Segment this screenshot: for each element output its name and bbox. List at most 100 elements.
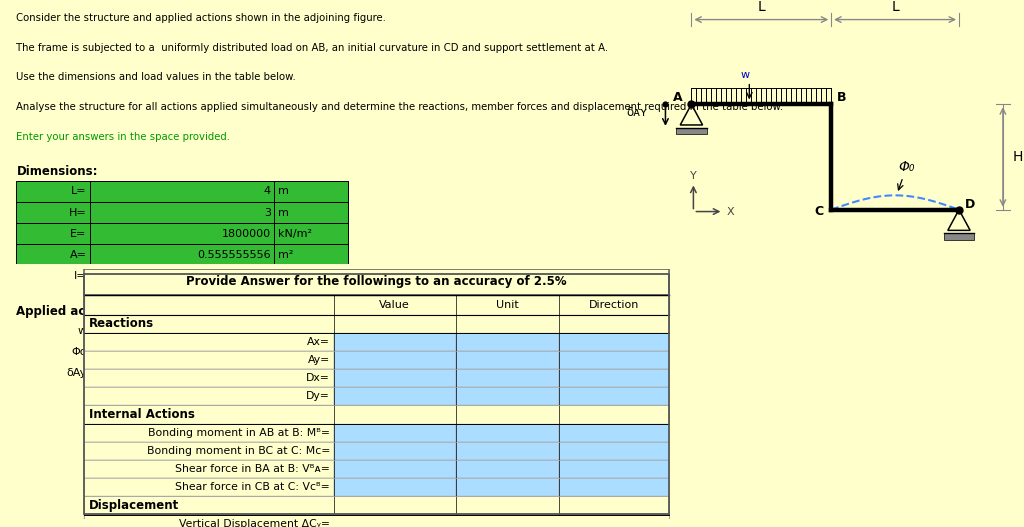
Text: Use the dimensions and load values in the table below.: Use the dimensions and load values in th…	[16, 72, 296, 82]
FancyBboxPatch shape	[334, 334, 456, 352]
Text: 1800000: 1800000	[221, 229, 270, 239]
Text: Value: Value	[379, 300, 410, 310]
Text: D: D	[965, 198, 975, 211]
Text: Shear force in BA at B: Vᴮᴀ=: Shear force in BA at B: Vᴮᴀ=	[161, 464, 330, 474]
Text: 4: 4	[263, 187, 270, 197]
FancyBboxPatch shape	[16, 363, 348, 384]
FancyBboxPatch shape	[84, 369, 334, 387]
FancyBboxPatch shape	[84, 352, 334, 369]
FancyBboxPatch shape	[84, 424, 334, 442]
FancyBboxPatch shape	[84, 315, 669, 334]
FancyBboxPatch shape	[334, 387, 456, 405]
Text: B: B	[838, 91, 847, 104]
Text: The frame is subjected to a  uniformly distributed load on AB, an initial curvat: The frame is subjected to a uniformly di…	[16, 43, 608, 53]
FancyBboxPatch shape	[559, 460, 669, 479]
Text: A=: A=	[70, 250, 86, 260]
FancyBboxPatch shape	[84, 334, 334, 352]
Text: 0.555555556: 0.555555556	[198, 250, 270, 260]
FancyBboxPatch shape	[16, 202, 348, 223]
FancyBboxPatch shape	[84, 460, 334, 479]
Text: Shear force in CB at C: Vᴄᴮ=: Shear force in CB at C: Vᴄᴮ=	[161, 482, 330, 492]
Text: 0.111111111: 0.111111111	[198, 271, 270, 281]
FancyBboxPatch shape	[84, 405, 669, 424]
Text: m⁴: m⁴	[279, 271, 294, 281]
FancyBboxPatch shape	[84, 269, 669, 295]
Text: m: m	[279, 368, 289, 378]
FancyBboxPatch shape	[334, 479, 456, 496]
Text: Analyse the structure for all actions applied simultaneously and determine the r: Analyse the structure for all actions ap…	[16, 102, 783, 112]
FancyBboxPatch shape	[559, 515, 669, 527]
Text: Bonding moment in BC at C: Mᴄ=: Bonding moment in BC at C: Mᴄ=	[146, 446, 330, 456]
FancyBboxPatch shape	[456, 424, 559, 442]
Text: Displacement: Displacement	[89, 499, 179, 512]
Text: Dy=: Dy=	[306, 392, 330, 402]
Text: Ay=: Ay=	[308, 355, 330, 365]
Text: Applied actions:: Applied actions:	[16, 305, 124, 318]
FancyBboxPatch shape	[456, 460, 559, 479]
Text: Φ₀: Φ₀	[899, 160, 915, 174]
Text: L: L	[758, 1, 765, 14]
FancyBboxPatch shape	[84, 442, 334, 460]
Text: 95: 95	[257, 326, 270, 336]
FancyBboxPatch shape	[559, 334, 669, 352]
FancyBboxPatch shape	[334, 424, 456, 442]
Text: Enter your answers in the space provided.: Enter your answers in the space provided…	[16, 132, 230, 142]
FancyBboxPatch shape	[334, 352, 456, 369]
Text: δᴀʏ: δᴀʏ	[627, 105, 648, 119]
FancyBboxPatch shape	[456, 387, 559, 405]
Text: Φo: Φo	[71, 347, 86, 357]
Text: 0.01: 0.01	[246, 368, 270, 378]
FancyBboxPatch shape	[334, 369, 456, 387]
Text: Y: Y	[690, 171, 696, 181]
FancyBboxPatch shape	[559, 479, 669, 496]
FancyBboxPatch shape	[16, 320, 348, 341]
FancyBboxPatch shape	[456, 442, 559, 460]
Polygon shape	[944, 233, 974, 240]
FancyBboxPatch shape	[559, 352, 669, 369]
Text: X: X	[727, 207, 734, 217]
Text: kN/m²: kN/m²	[279, 229, 312, 239]
Text: m⁻¹: m⁻¹	[279, 347, 299, 357]
FancyBboxPatch shape	[84, 496, 669, 515]
FancyBboxPatch shape	[16, 341, 348, 363]
FancyBboxPatch shape	[16, 245, 348, 266]
FancyBboxPatch shape	[16, 223, 348, 245]
FancyBboxPatch shape	[456, 352, 559, 369]
Text: Reactions: Reactions	[89, 317, 154, 330]
Text: m²: m²	[279, 250, 294, 260]
Text: H: H	[1013, 150, 1023, 164]
FancyBboxPatch shape	[16, 266, 348, 287]
FancyBboxPatch shape	[84, 514, 669, 527]
Text: I=: I=	[74, 271, 86, 281]
Text: Dimensions:: Dimensions:	[16, 165, 98, 178]
FancyBboxPatch shape	[334, 515, 456, 527]
Text: m: m	[279, 187, 289, 197]
FancyBboxPatch shape	[456, 515, 559, 527]
Text: Direction: Direction	[589, 300, 639, 310]
FancyBboxPatch shape	[334, 442, 456, 460]
FancyBboxPatch shape	[334, 460, 456, 479]
Text: m: m	[279, 208, 289, 218]
FancyBboxPatch shape	[456, 479, 559, 496]
Text: Ax=: Ax=	[307, 337, 330, 347]
FancyBboxPatch shape	[559, 369, 669, 387]
Text: Consider the structure and applied actions shown in the adjoining figure.: Consider the structure and applied actio…	[16, 13, 386, 23]
Text: kN/m: kN/m	[279, 326, 307, 336]
Text: Vertical Displacement ΔCᵧ=: Vertical Displacement ΔCᵧ=	[165, 519, 330, 527]
Text: C: C	[815, 206, 824, 218]
Text: Bonding moment in AB at B: Mᴮ=: Bonding moment in AB at B: Mᴮ=	[148, 428, 330, 438]
FancyBboxPatch shape	[16, 181, 348, 202]
Text: Provide Answer for the followings to an accuracy of 2.5%: Provide Answer for the followings to an …	[186, 276, 566, 288]
Text: L=: L=	[71, 187, 86, 197]
FancyBboxPatch shape	[559, 442, 669, 460]
FancyBboxPatch shape	[84, 387, 334, 405]
Text: w: w	[740, 70, 750, 80]
Text: E=: E=	[70, 229, 86, 239]
FancyBboxPatch shape	[559, 387, 669, 405]
FancyBboxPatch shape	[84, 515, 334, 527]
FancyBboxPatch shape	[559, 424, 669, 442]
Polygon shape	[676, 128, 707, 134]
Text: Internal Actions: Internal Actions	[89, 408, 195, 421]
Text: 3: 3	[264, 208, 270, 218]
Text: Dx=: Dx=	[306, 374, 330, 384]
